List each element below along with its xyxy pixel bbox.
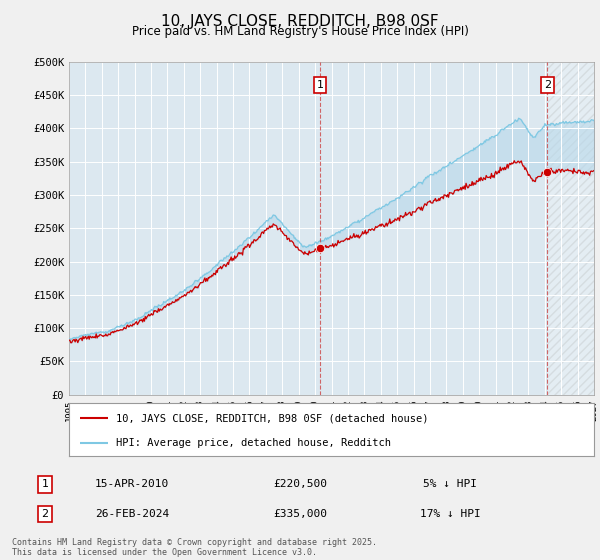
Text: 1: 1	[316, 80, 323, 90]
Text: Price paid vs. HM Land Registry's House Price Index (HPI): Price paid vs. HM Land Registry's House …	[131, 25, 469, 38]
Text: 10, JAYS CLOSE, REDDITCH, B98 0SF: 10, JAYS CLOSE, REDDITCH, B98 0SF	[161, 14, 439, 29]
Text: 15-APR-2010: 15-APR-2010	[95, 479, 169, 489]
Text: 5% ↓ HPI: 5% ↓ HPI	[423, 479, 477, 489]
Text: 2: 2	[544, 80, 551, 90]
Text: 17% ↓ HPI: 17% ↓ HPI	[419, 509, 481, 519]
Text: Contains HM Land Registry data © Crown copyright and database right 2025.
This d: Contains HM Land Registry data © Crown c…	[12, 538, 377, 557]
Text: 26-FEB-2024: 26-FEB-2024	[95, 509, 169, 519]
Text: HPI: Average price, detached house, Redditch: HPI: Average price, detached house, Redd…	[116, 438, 391, 448]
Text: £335,000: £335,000	[273, 509, 327, 519]
Text: 10, JAYS CLOSE, REDDITCH, B98 0SF (detached house): 10, JAYS CLOSE, REDDITCH, B98 0SF (detac…	[116, 413, 429, 423]
Text: 2: 2	[41, 509, 49, 519]
Text: 1: 1	[41, 479, 49, 489]
Text: £220,500: £220,500	[273, 479, 327, 489]
